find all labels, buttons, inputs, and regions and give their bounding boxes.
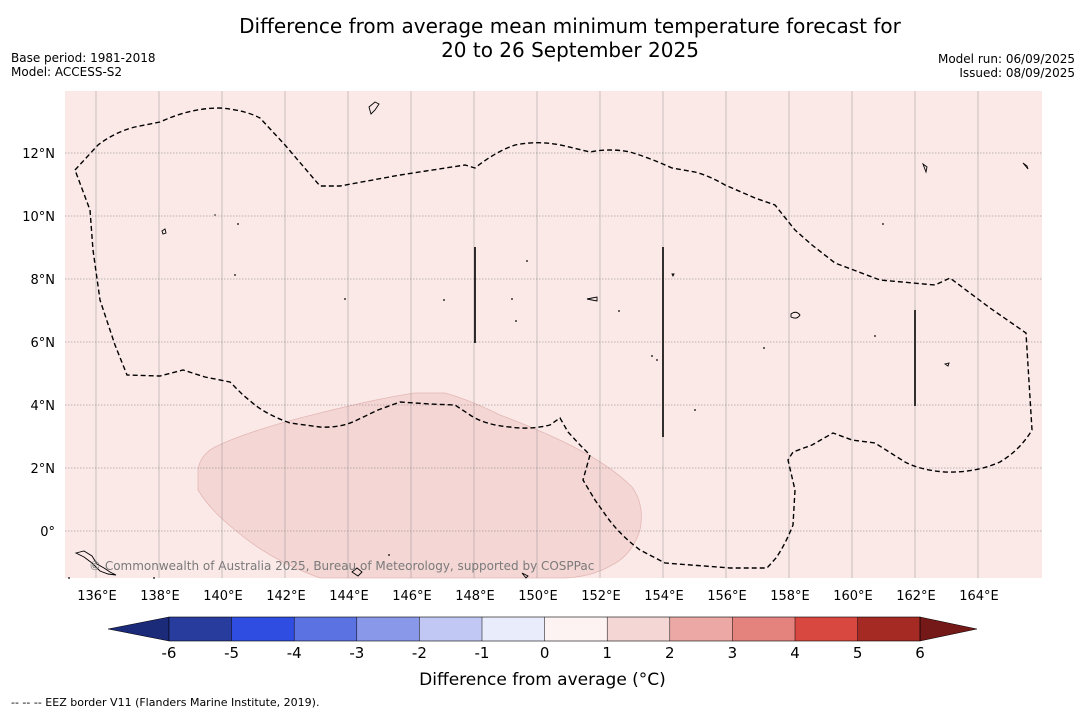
colorbar-bin	[857, 617, 921, 641]
lon-tick: 160°E	[833, 589, 873, 604]
island	[922, 162, 928, 174]
lat-tick: 8°N	[31, 273, 56, 288]
island	[521, 572, 529, 579]
eez-border	[74, 107, 1033, 569]
lon-tick: 146°E	[392, 589, 432, 604]
colorbar-tick: -3	[349, 644, 364, 662]
model-run: Model run: 06/09/2025	[937, 52, 1075, 66]
colorbar-tick: -6	[162, 644, 177, 662]
lon-tick: 156°E	[707, 589, 747, 604]
colorbar-title: Difference from average (°C)	[419, 670, 666, 690]
colorbar-tick: -1	[475, 644, 490, 662]
colorbar-bin	[669, 617, 733, 641]
colorbar-tick: -4	[287, 644, 302, 662]
colorbar-tick: 6	[915, 644, 925, 662]
meta-left: Base period: 1981-2018 Model: ACCESS-S2	[11, 51, 156, 79]
colorbar-tick: 4	[790, 644, 800, 662]
title-line-1: Difference from average mean minimum tem…	[239, 14, 901, 38]
island	[368, 101, 380, 115]
colorbar-bin	[231, 617, 295, 641]
colorbar-tick: 5	[853, 644, 863, 662]
colorbar-tick: 3	[728, 644, 738, 662]
lon-tick: 164°E	[959, 589, 999, 604]
map-title: Difference from average mean minimum tem…	[0, 14, 1085, 62]
lon-tick: 152°E	[581, 589, 621, 604]
footnote: -- -- -- EEZ border V11 (Flanders Marine…	[11, 696, 320, 709]
colorbar-bin	[169, 617, 232, 641]
colorbar-bin	[795, 617, 858, 641]
island	[351, 567, 363, 577]
lon-tick: 136°E	[77, 589, 117, 604]
colorbar-bin	[482, 617, 545, 641]
colorbar-tick: -2	[412, 644, 427, 662]
colorbar-extend-low	[107, 616, 170, 642]
lon-tick: 162°E	[896, 589, 936, 604]
lat-tick: 6°N	[31, 336, 56, 351]
colorbar-bin	[732, 617, 795, 641]
island	[943, 362, 950, 367]
island	[161, 228, 167, 235]
island	[790, 311, 801, 319]
colorbar-tick: -5	[224, 644, 239, 662]
colorbar-extend-high	[919, 616, 978, 642]
parallel-gridlines	[65, 152, 1042, 532]
lon-tick: 154°E	[644, 589, 684, 604]
island	[74, 550, 117, 576]
lon-tick: 142°E	[266, 589, 306, 604]
atolls	[68, 214, 884, 579]
lat-tick: 12°N	[22, 147, 55, 162]
lat-tick: 4°N	[31, 399, 56, 414]
copyright-text: © Commonwealth of Australia 2025, Bureau…	[89, 559, 594, 573]
meridian-gridlines	[95, 91, 979, 578]
model-name: Model: ACCESS-S2	[11, 65, 123, 79]
island	[1022, 162, 1029, 170]
lat-tick-labels: 12°N 10°N 8°N 6°N 4°N 2°N 0°	[22, 147, 55, 540]
lon-tick: 140°E	[203, 589, 243, 604]
colorbar-bin	[544, 617, 608, 641]
colorbar-bin	[294, 617, 357, 641]
title-line-2: 20 to 26 September 2025	[441, 38, 699, 62]
lon-tick: 158°E	[770, 589, 810, 604]
lat-tick: 10°N	[22, 210, 55, 225]
islands	[74, 101, 1029, 579]
colorbar-tick: 0	[540, 644, 550, 662]
lon-tick: 144°E	[329, 589, 369, 604]
colorbar-tick: 2	[665, 644, 675, 662]
lon-tick: 138°E	[140, 589, 180, 604]
lon-tick-labels: 136°E 138°E 140°E 142°E 144°E 146°E 148°…	[77, 589, 999, 604]
colorbar-tick: 1	[602, 644, 612, 662]
anomaly-region	[197, 392, 642, 579]
island	[671, 273, 675, 278]
island	[586, 296, 598, 302]
lat-tick: 2°N	[31, 462, 56, 477]
colorbar-bin	[356, 617, 420, 641]
base-period: Base period: 1981-2018	[11, 51, 156, 65]
boundary-lines	[474, 247, 916, 437]
meta-right: Model run: 06/09/2025 Issued: 08/09/2025	[938, 52, 1075, 80]
lon-tick: 148°E	[455, 589, 495, 604]
colorbar-bin	[419, 617, 482, 641]
lon-tick: 150°E	[518, 589, 558, 604]
colorbar-bin	[607, 617, 670, 641]
issued-date: Issued: 08/09/2025	[959, 66, 1075, 80]
colorbar: -6 -5 -4 -3 -2 -1 0 1 2 3 4 5 6	[107, 616, 978, 662]
lat-tick: 0°	[40, 525, 55, 540]
